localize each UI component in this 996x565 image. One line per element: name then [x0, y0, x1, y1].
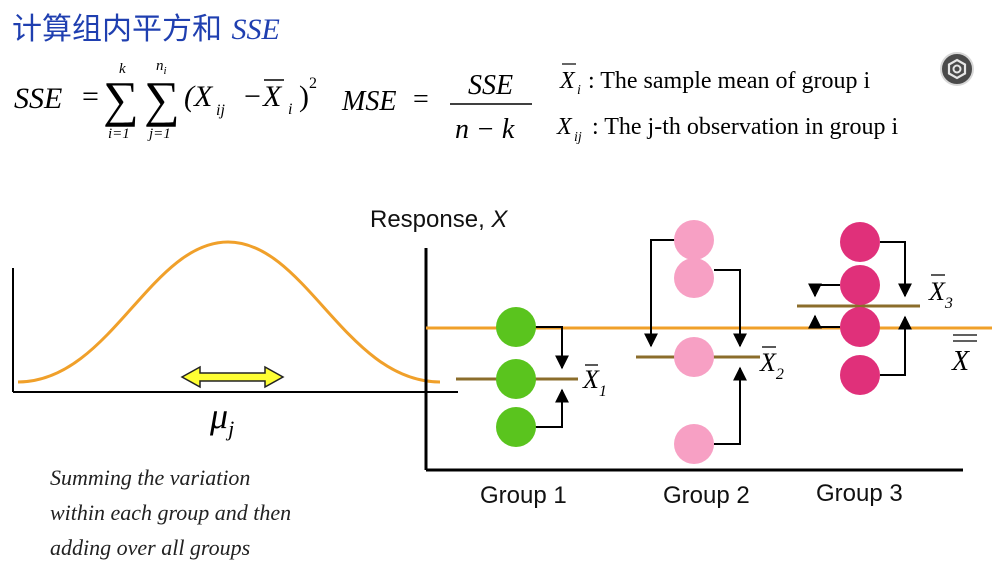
description: Summing the variation within each group …: [50, 460, 291, 565]
group-1-obs: [496, 359, 536, 399]
sum-symbol-1: ∑: [103, 71, 139, 127]
mse-equals: =: [413, 84, 429, 115]
mu-label: μ: [209, 396, 228, 436]
def1-sub: i: [577, 83, 581, 98]
group-2-mean-label: X2: [759, 348, 784, 383]
group-2-obs: [674, 220, 714, 260]
group-3-bracket-right-bottom: [880, 315, 912, 376]
settings-button[interactable]: [940, 52, 974, 86]
group-3-bracket-left: [808, 283, 840, 298]
term-x-sub: ij: [216, 102, 225, 119]
group-1-bracket-top: [535, 326, 569, 370]
def1-text: : The sample mean of group i: [588, 68, 870, 94]
group-1-bracket-bottom: [535, 388, 569, 428]
group-1: X1: [456, 307, 607, 447]
group-3: X3: [797, 222, 953, 395]
group-1-obs: [496, 407, 536, 447]
minus-sign: −: [244, 80, 261, 113]
group-3-mean-sub: 3: [944, 295, 953, 312]
group-3-mean-symbol: X: [928, 277, 946, 306]
group-2-bracket-right-bottom: [714, 366, 747, 445]
response-label-text: Response,: [370, 206, 485, 233]
mu-sub: j: [225, 416, 234, 441]
term-open: (X: [184, 80, 214, 113]
group-3-obs: [840, 307, 880, 347]
mean-x: X: [262, 80, 283, 113]
mu-symbol: μj: [209, 396, 234, 441]
group-2-obs: [674, 258, 714, 298]
group-1-mean-sub: 1: [599, 383, 607, 400]
title-text: 计算组内平方和: [12, 12, 222, 47]
group-3-obs: [840, 265, 880, 305]
group-2-label: Group 2: [663, 482, 750, 509]
group-1-obs: [496, 307, 536, 347]
group-2-bracket-right-top: [714, 269, 747, 348]
group-3-bracket-left-bottom: [808, 314, 840, 329]
normal-curve: [17, 240, 441, 384]
mu-double-arrow: [180, 365, 285, 389]
grand-mean-symbol: X: [951, 346, 970, 377]
sum1-upper: k: [119, 61, 126, 77]
def1-symbol: X: [559, 68, 576, 94]
group-2-obs: [674, 424, 714, 464]
group-2-mean-symbol: X: [759, 348, 777, 377]
response-axis-label: Response, X: [370, 206, 507, 234]
group-2-obs: [674, 337, 714, 377]
term-close: ): [299, 80, 309, 113]
group-1-label: Group 1: [480, 482, 567, 509]
description-line: within each group and then: [50, 500, 292, 525]
sum-symbol-2: ∑: [144, 71, 180, 127]
sum2-lower: j=1: [147, 126, 171, 142]
sum1-lower: i=1: [108, 126, 130, 142]
response-label-var: X: [491, 206, 508, 233]
group-1-mean-symbol: X: [582, 365, 600, 394]
square-exponent: 2: [309, 75, 317, 92]
mean-x-sub: i: [288, 101, 292, 118]
def2-text: : The j-th observation in group i: [592, 114, 899, 140]
description-line: Summing the variation: [50, 465, 251, 490]
group-3-bracket-right-top: [880, 241, 912, 298]
mse-numerator: SSE: [468, 70, 513, 101]
settings-icon: [947, 58, 967, 80]
slide-title: 计算组内平方和 SSE: [12, 4, 280, 48]
sum2-upper-n: n: [156, 58, 164, 74]
sse-lhs: SSE: [14, 82, 62, 115]
title-abbr: SSE: [231, 13, 280, 46]
group-1-mean-label: X1: [582, 365, 607, 400]
group-2-bracket-left: [644, 239, 675, 348]
formula-area: SSE = ∑ k i=1 ∑ ni j=1 (X ij − X i ) 2 M…: [14, 58, 899, 145]
sum2-upper: ni: [156, 58, 167, 77]
group-3-obs: [840, 222, 880, 262]
sum2-upper-sub: i: [164, 65, 167, 77]
group-3-obs: [840, 355, 880, 395]
group-3-label: Group 3: [816, 480, 903, 507]
def2-sub: ij: [574, 130, 582, 145]
group-3-mean-label: X3: [928, 277, 953, 312]
group-2-mean-sub: 2: [776, 366, 784, 383]
equals-sign: =: [82, 80, 99, 113]
description-line: adding over all groups: [50, 535, 251, 560]
mse-lhs: MSE: [341, 86, 396, 117]
mse-denominator: n − k: [455, 114, 515, 145]
def2-symbol: X: [556, 114, 573, 140]
group-2: X2: [636, 220, 784, 464]
